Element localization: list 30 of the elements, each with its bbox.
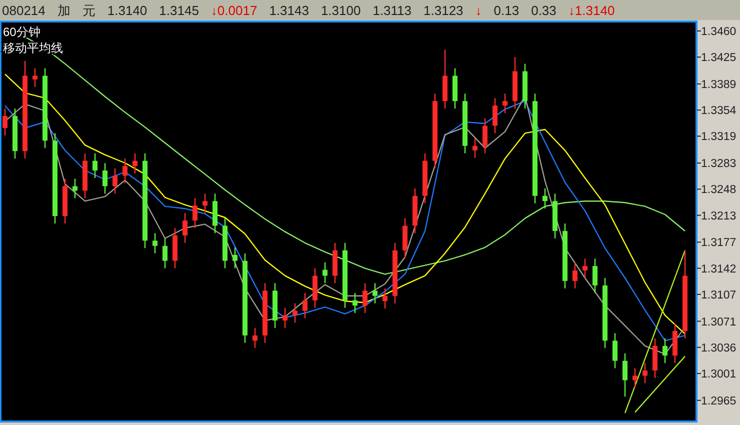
text: 元 xyxy=(82,3,96,18)
y-tick-label: 1.3071 xyxy=(701,316,736,328)
y-tick-label: 1.3142 xyxy=(701,263,736,276)
y-tick-label: 1.3213 xyxy=(701,210,736,222)
y-tick-label: 1.3283 xyxy=(701,158,736,170)
text: 0.33 xyxy=(531,3,556,18)
text: ↓ xyxy=(475,3,482,18)
text: 1.3113 xyxy=(372,3,412,18)
y-tick-label: 1.2965 xyxy=(701,395,736,408)
y-tick-label: 1.3177 xyxy=(701,237,736,250)
text: 1.3100 xyxy=(320,3,361,18)
chart-title: 60分钟 xyxy=(3,25,40,39)
text: 1.3140 xyxy=(107,3,148,18)
y-tick-label: 1.3248 xyxy=(701,184,736,196)
y-tick-label: 1.3036 xyxy=(701,342,736,354)
y-tick-label: 1.3389 xyxy=(701,78,736,91)
text: 080214 xyxy=(2,3,46,18)
text: 加 xyxy=(57,3,70,18)
text: 1.3145 xyxy=(159,3,199,18)
text: ↓1.3140 xyxy=(568,3,615,18)
y-tick-label: 1.3425 xyxy=(701,52,736,64)
y-tick-label: 1.3460 xyxy=(701,26,736,38)
y-tick-label: 1.3107 xyxy=(701,289,736,302)
text: ↓0.0017 xyxy=(210,3,258,18)
y-tick-label: 1.3001 xyxy=(701,368,736,380)
y-tick-label: 1.3319 xyxy=(701,131,736,144)
text: 0.13 xyxy=(494,3,520,18)
text: 1.3143 xyxy=(269,3,309,18)
text: 1.3123 xyxy=(424,3,464,18)
y-tick-label: 1.3354 xyxy=(701,105,737,118)
